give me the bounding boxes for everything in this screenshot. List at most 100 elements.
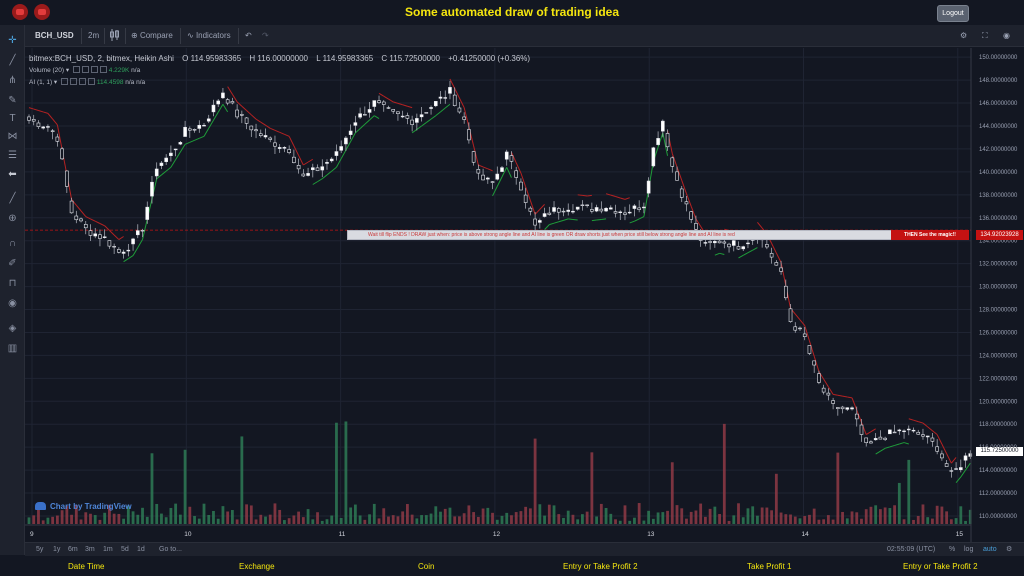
ai-line-segment (227, 86, 233, 95)
volume-study-label[interactable]: Volume (20) (29, 67, 65, 74)
trading-idea-banner: Wait till flip ENDS ! DRAW just when: pr… (347, 230, 914, 240)
eye-icon[interactable] (72, 66, 80, 73)
ai-line-segment (321, 174, 328, 180)
range-5d[interactable]: 5d (121, 546, 129, 553)
candle-body (930, 437, 935, 442)
indicators-button[interactable]: ∿ Indicators (187, 29, 231, 43)
range-1m[interactable]: 1m (103, 546, 113, 553)
candle-body (684, 201, 689, 205)
range-6m[interactable]: 6m (68, 546, 78, 553)
gear-icon[interactable]: ⚙ (960, 31, 968, 40)
volume-bar (614, 519, 617, 524)
volume-bar (855, 512, 859, 524)
lock-icon[interactable]: ⊓ (8, 278, 17, 289)
ai-line-segment (208, 120, 214, 129)
trendline-icon[interactable]: ╱ (9, 55, 16, 66)
x-tick-label: 11 (339, 531, 346, 538)
candle-body (713, 241, 717, 244)
ruler-icon[interactable]: ╱ (9, 193, 16, 204)
eye-icon[interactable]: ◉ (8, 298, 17, 309)
measure-icon[interactable]: ☰ (8, 150, 17, 161)
candle-body (963, 455, 968, 461)
tradingview-watermark[interactable]: Chart by TradingView (35, 502, 132, 511)
undo-icon[interactable]: ↶ (245, 31, 252, 40)
candle-body (74, 215, 79, 221)
pattern-icon[interactable]: ⋈ (7, 131, 18, 142)
candle-body (202, 124, 206, 127)
log-scale-toggle[interactable]: log (964, 546, 974, 553)
volume-bar (387, 516, 390, 524)
brush-icon[interactable]: ✎ (8, 95, 17, 106)
ai-line-segment (440, 107, 446, 113)
goto-button[interactable]: Go to... (159, 546, 182, 553)
brand-logo-icon[interactable] (12, 4, 28, 20)
range-3m[interactable]: 3m (85, 546, 95, 553)
redo-icon[interactable]: ↷ (262, 31, 269, 40)
ai-line-segment (638, 216, 645, 220)
brand-logo-secondary-icon[interactable] (34, 4, 50, 20)
legend-symbol[interactable]: bitmex:BCH_USD, 2, bitmex, Heikin Ashi (29, 54, 174, 63)
range-5y[interactable]: 5y (36, 546, 44, 553)
magnet-icon[interactable]: ∩ (8, 238, 17, 249)
gear-icon[interactable] (81, 66, 89, 73)
lock-drawing-icon[interactable]: ✐ (8, 258, 17, 269)
close-icon[interactable] (79, 78, 86, 85)
symbol-search-button[interactable]: BCH_USD (35, 31, 74, 40)
y-tick-label: 122.00000000 (979, 376, 1018, 382)
fullscreen-icon[interactable]: ⛶ (982, 31, 988, 40)
ai-line-segment (407, 105, 413, 109)
arrow-icon[interactable]: ⬅ (8, 169, 17, 180)
candle-body (481, 174, 485, 181)
ai-line-segment (950, 457, 957, 464)
compare-button[interactable]: ⊕ Compare (131, 29, 173, 43)
layers-icon[interactable]: ◈ (8, 323, 17, 334)
eye-icon[interactable] (61, 78, 68, 85)
x-tick-label: 9 (30, 531, 34, 538)
pitchfork-icon[interactable]: ⋔ (8, 75, 17, 86)
y-tick-label: 140.00000000 (979, 170, 1018, 176)
ai-line-segment (610, 194, 616, 198)
ai-line-segment (714, 252, 720, 256)
volume-bar (694, 510, 698, 524)
volume-bar (557, 514, 561, 524)
chart-pane[interactable]: 110.00000000112.00000000114.00000000116.… (25, 48, 1024, 542)
candle-body (107, 240, 112, 247)
gear-icon[interactable]: ⚙ (1006, 546, 1013, 553)
ai-line-segment (515, 162, 522, 174)
camera-icon[interactable]: ◉ (1003, 31, 1010, 40)
close-icon[interactable] (90, 66, 98, 73)
more-icon[interactable] (88, 78, 95, 85)
candle-body (670, 157, 675, 167)
text-icon[interactable]: T (9, 113, 16, 124)
auto-scale-toggle[interactable]: auto (983, 546, 997, 553)
ai-line-segment (870, 428, 876, 433)
utc-clock[interactable]: 02:55:09 (UTC) (887, 546, 936, 553)
ai-line-segment (568, 218, 574, 220)
logout-button[interactable]: Logout (937, 5, 969, 22)
volume-bar (183, 449, 187, 524)
candles-icon[interactable] (110, 29, 119, 46)
candle-body (178, 142, 183, 145)
ai-line-segment (529, 200, 536, 215)
trash-icon[interactable]: ▥ (7, 343, 18, 354)
ai-line-segment (222, 103, 229, 113)
volume-bar (519, 511, 523, 524)
ai-line-segment (690, 206, 697, 220)
zoom-icon[interactable]: ⊕ (8, 213, 17, 224)
percent-scale-toggle[interactable]: % (949, 546, 956, 553)
candle-body (188, 128, 192, 131)
range-1d[interactable]: 1d (137, 546, 145, 553)
more-icon[interactable] (99, 66, 107, 73)
ai-line-segment (288, 136, 295, 147)
ai-study-label[interactable]: AI (1, 1) (29, 79, 53, 86)
candle-body (93, 233, 98, 237)
price-chart[interactable]: 110.00000000112.00000000114.00000000116.… (25, 48, 1024, 542)
gear-icon[interactable] (70, 78, 77, 85)
volume-bar (954, 518, 958, 524)
range-1y[interactable]: 1y (53, 546, 61, 553)
volume-bar (566, 510, 570, 524)
crosshair-icon[interactable]: ✛ (8, 35, 17, 46)
volume-bar (760, 507, 764, 524)
chart-toolbar: BCH_USD 2m ⊕ Compare ∿ Indicators ↶ ↷ ⚙ … (25, 25, 1024, 47)
interval-button[interactable]: 2m (88, 31, 100, 40)
